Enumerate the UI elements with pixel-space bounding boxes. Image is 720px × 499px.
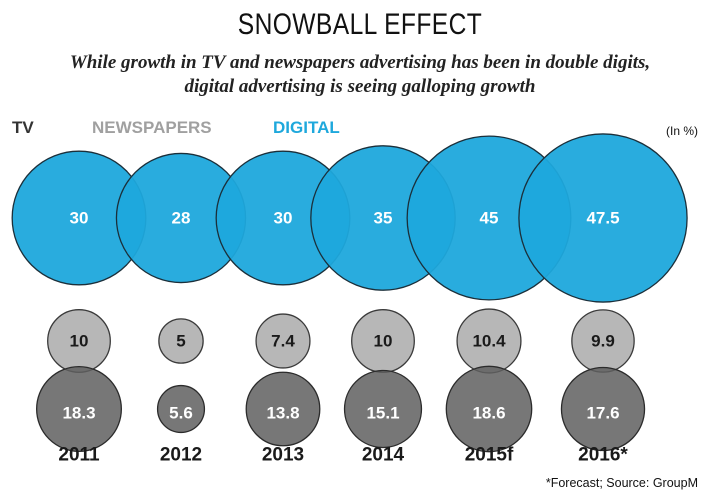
tv-bubble-2016* [560, 366, 646, 452]
digital-bubble-2016* [518, 133, 688, 303]
newspapers-value-2016*: 9.9 [591, 332, 615, 351]
tv-bubble-2014 [343, 369, 423, 449]
newspapers-value-2012: 5 [176, 332, 185, 351]
unit-note: (In %) [665, 124, 698, 138]
year-label-2016*: 2016* [578, 445, 628, 466]
tv-bubble-2011 [35, 365, 123, 453]
tv-value-2015f: 18.6 [472, 404, 505, 423]
tv-value-2016*: 17.6 [586, 404, 619, 423]
digital-value-2014: 35 [374, 209, 393, 228]
newspapers-bubble-2012 [158, 318, 204, 364]
tv-value-2013: 13.8 [266, 404, 299, 423]
tv-bubble-2015f [445, 365, 533, 453]
tv-value-2014: 15.1 [366, 404, 399, 423]
digital-value-2011: 30 [70, 209, 89, 228]
chart-subtitle-line-2: digital advertising is seeing galloping … [184, 76, 536, 97]
tv-series [35, 365, 646, 453]
year-label-2013: 2013 [262, 445, 304, 466]
year-axis: 2011 2012 2013 2014 2015f 2016* [58, 445, 628, 466]
newspapers-value-2011: 10 [70, 332, 89, 351]
legend-tv: TV [12, 118, 34, 137]
newspapers-value-2013: 7.4 [271, 332, 295, 351]
legend-digital: DIGITAL [273, 118, 340, 137]
data-labels: 30 10 18.3 28 5 5.6 30 7.4 13.8 35 10 15.1 45 10.4 18.… [62, 209, 619, 423]
chart-title: SNOWBALL EFFECT [237, 8, 483, 41]
footnote: *Forecast; Source: GroupM [545, 476, 698, 490]
digital-value-2012: 28 [172, 209, 191, 228]
tv-value-2012: 5.6 [169, 404, 193, 423]
digital-value-2016*: 47.5 [586, 209, 619, 228]
digital-value-2013: 30 [274, 209, 293, 228]
digital-series [11, 133, 688, 303]
newspapers-series [47, 308, 635, 374]
legend-newspapers: NEWSPAPERS [92, 118, 212, 137]
year-label-2014: 2014 [362, 445, 405, 466]
tv-value-2011: 18.3 [62, 404, 95, 423]
newspapers-value-2015f: 10.4 [472, 332, 506, 351]
year-label-2012: 2012 [160, 445, 202, 466]
digital-value-2015f: 45 [480, 209, 499, 228]
newspapers-value-2014: 10 [374, 332, 393, 351]
chart-subtitle-line-1: While growth in TV and newspapers advert… [69, 52, 651, 73]
year-label-2015f: 2015f [465, 445, 514, 466]
newspapers-bubble-2013 [255, 313, 311, 369]
tv-bubble-2012 [156, 384, 206, 434]
tv-bubble-2013 [245, 371, 321, 447]
year-label-2011: 2011 [58, 445, 100, 466]
